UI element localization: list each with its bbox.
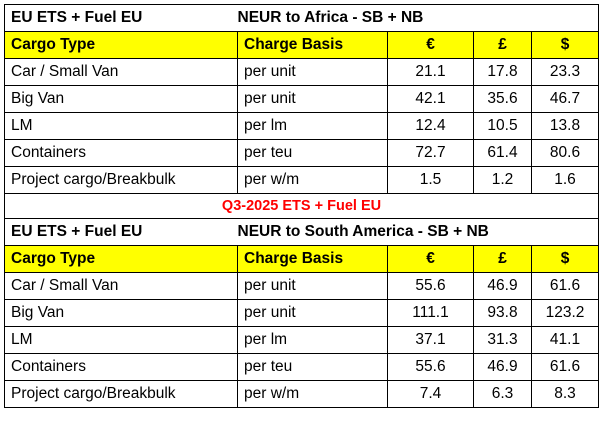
lower-header-eur: € xyxy=(387,245,474,273)
charge-basis-cell: per unit xyxy=(237,272,388,300)
cargo-type-cell: Containers xyxy=(4,139,238,167)
eur-value-cell: 37.1 xyxy=(387,326,474,354)
table-row: LM per lm 12.4 10.5 13.8 xyxy=(4,112,600,140)
period-label: Q3-2025 ETS + Fuel EU xyxy=(3,193,600,219)
lower-header-cargo-type: Cargo Type xyxy=(4,245,238,273)
lower-group-label: EU ETS + Fuel EU xyxy=(4,218,238,246)
eur-value-cell: 111.1 xyxy=(387,299,474,327)
upper-header-gbp: £ xyxy=(473,31,532,59)
gbp-value-cell: 10.5 xyxy=(473,112,532,140)
lower-route-label: NEUR to South America - SB + NB xyxy=(237,218,600,246)
cargo-type-cell: Containers xyxy=(4,353,238,381)
upper-route-label: NEUR to Africa - SB + NB xyxy=(237,4,600,32)
cargo-type-cell: Big Van xyxy=(4,85,238,113)
charge-basis-cell: per teu xyxy=(237,353,388,381)
table-row: LM per lm 37.1 31.3 41.1 xyxy=(4,326,600,354)
table-row: Project cargo/Breakbulk per w/m 1.5 1.2 … xyxy=(4,166,600,194)
charge-basis-cell: per lm xyxy=(237,326,388,354)
usd-value-cell: 8.3 xyxy=(530,380,600,408)
gbp-value-cell: 6.3 xyxy=(473,380,532,408)
charge-basis-cell: per unit xyxy=(237,85,388,113)
eur-value-cell: 1.5 xyxy=(387,166,474,194)
usd-value-cell: 61.6 xyxy=(530,272,600,300)
surcharge-table-body: EU ETS + Fuel EU NEUR to Africa - SB + N… xyxy=(3,4,600,408)
upper-title-row: EU ETS + Fuel EU NEUR to Africa - SB + N… xyxy=(4,4,600,32)
charge-basis-cell: per lm xyxy=(237,112,388,140)
lower-header-usd: $ xyxy=(530,245,600,273)
usd-value-cell: 23.3 xyxy=(530,58,600,86)
lower-header-charge-basis: Charge Basis xyxy=(237,245,388,273)
cargo-type-cell: LM xyxy=(4,112,238,140)
upper-header-charge-basis: Charge Basis xyxy=(237,31,388,59)
eur-value-cell: 12.4 xyxy=(387,112,474,140)
gbp-value-cell: 46.9 xyxy=(473,272,532,300)
usd-value-cell: 13.8 xyxy=(530,112,600,140)
eur-value-cell: 7.4 xyxy=(387,380,474,408)
separator-row: Q3-2025 ETS + Fuel EU xyxy=(3,193,600,219)
table-row: Project cargo/Breakbulk per w/m 7.4 6.3 … xyxy=(4,380,600,408)
usd-value-cell: 123.2 xyxy=(530,299,600,327)
cargo-type-cell: Big Van xyxy=(4,299,238,327)
eur-value-cell: 42.1 xyxy=(387,85,474,113)
charge-basis-cell: per unit xyxy=(237,299,388,327)
cargo-type-cell: Project cargo/Breakbulk xyxy=(4,380,238,408)
table-row: Big Van per unit 42.1 35.6 46.7 xyxy=(4,85,600,113)
charge-basis-cell: per w/m xyxy=(237,166,388,194)
gbp-value-cell: 35.6 xyxy=(473,85,532,113)
gbp-value-cell: 17.8 xyxy=(473,58,532,86)
eur-value-cell: 72.7 xyxy=(387,139,474,167)
lower-header-gbp: £ xyxy=(473,245,532,273)
eur-value-cell: 21.1 xyxy=(387,58,474,86)
usd-value-cell: 41.1 xyxy=(530,326,600,354)
charge-basis-cell: per unit xyxy=(237,58,388,86)
usd-value-cell: 46.7 xyxy=(530,85,600,113)
upper-header-eur: € xyxy=(387,31,474,59)
cargo-type-cell: LM xyxy=(4,326,238,354)
usd-value-cell: 1.6 xyxy=(530,166,600,194)
cargo-type-cell: Car / Small Van xyxy=(4,272,238,300)
cargo-type-cell: Project cargo/Breakbulk xyxy=(4,166,238,194)
charge-basis-cell: per teu xyxy=(237,139,388,167)
eur-value-cell: 55.6 xyxy=(387,353,474,381)
table-row: Big Van per unit 111.1 93.8 123.2 xyxy=(4,299,600,327)
charge-basis-cell: per w/m xyxy=(237,380,388,408)
gbp-value-cell: 46.9 xyxy=(473,353,532,381)
upper-group-label: EU ETS + Fuel EU xyxy=(4,4,238,32)
table-row: Containers per teu 55.6 46.9 61.6 xyxy=(4,353,600,381)
gbp-value-cell: 93.8 xyxy=(473,299,532,327)
eur-value-cell: 55.6 xyxy=(387,272,474,300)
gbp-value-cell: 1.2 xyxy=(473,166,532,194)
table-row: Containers per teu 72.7 61.4 80.6 xyxy=(4,139,600,167)
usd-value-cell: 61.6 xyxy=(530,353,600,381)
table-row: Car / Small Van per unit 21.1 17.8 23.3 xyxy=(4,58,600,86)
lower-title-row: EU ETS + Fuel EU NEUR to South America -… xyxy=(4,218,600,246)
lower-header-row: Cargo Type Charge Basis € £ $ xyxy=(4,245,600,273)
table-row: Car / Small Van per unit 55.6 46.9 61.6 xyxy=(4,272,600,300)
usd-value-cell: 80.6 xyxy=(530,139,600,167)
surcharge-table: EU ETS + Fuel EU NEUR to Africa - SB + N… xyxy=(3,4,600,408)
upper-header-cargo-type: Cargo Type xyxy=(4,31,238,59)
upper-header-row: Cargo Type Charge Basis € £ $ xyxy=(4,31,600,59)
gbp-value-cell: 61.4 xyxy=(473,139,532,167)
gbp-value-cell: 31.3 xyxy=(473,326,532,354)
upper-header-usd: $ xyxy=(530,31,600,59)
surcharge-sheet: EU ETS + Fuel EU NEUR to Africa - SB + N… xyxy=(3,4,600,408)
cargo-type-cell: Car / Small Van xyxy=(4,58,238,86)
